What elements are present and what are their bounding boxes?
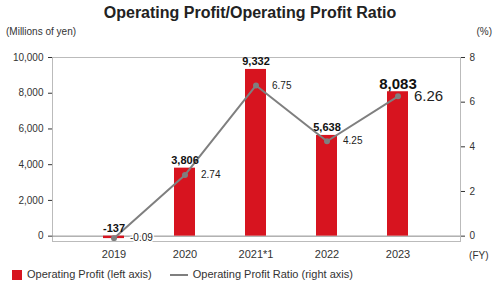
svg-text:10,000: 10,000 [13, 52, 44, 63]
svg-text:-0.09: -0.09 [130, 232, 153, 243]
html-text:Operating Profit (left axis): Operating Profit (left axis) [27, 268, 152, 280]
svg-text:5,638: 5,638 [313, 121, 341, 133]
svg-text:2021*1: 2021*1 [239, 248, 274, 260]
svg-text:4: 4 [470, 141, 476, 152]
svg-text:2023: 2023 [386, 248, 410, 260]
svg-text:6: 6 [470, 96, 476, 107]
svg-text:3,806: 3,806 [171, 154, 199, 166]
svg-text:6.75: 6.75 [272, 80, 292, 91]
svg-text:6,000: 6,000 [18, 123, 43, 134]
svg-text:2,000: 2,000 [18, 195, 43, 206]
html-text:(Millions of yen): (Millions of yen) [6, 26, 76, 37]
svg-text:8: 8 [470, 52, 476, 63]
svg-text:-137: -137 [103, 222, 125, 234]
svg-text:4,000: 4,000 [18, 159, 43, 170]
svg-text:2.74: 2.74 [201, 169, 221, 180]
svg-text:2019: 2019 [102, 248, 126, 260]
svg-text:8,000: 8,000 [18, 87, 43, 98]
svg-text:4.25: 4.25 [343, 135, 363, 146]
svg-text:2020: 2020 [173, 248, 197, 260]
html-text:Operating Profit Ratio (right: Operating Profit Ratio (right axis) [192, 268, 353, 280]
svg-text:0: 0 [470, 230, 476, 241]
svg-text:2022: 2022 [315, 248, 339, 260]
html-text:Operating Profit/Operating Pro: Operating Profit/Operating Profit Ratio [103, 4, 397, 21]
svg-text:(FY): (FY) [469, 250, 488, 261]
svg-text:0: 0 [38, 230, 44, 241]
svg-text:9,332: 9,332 [242, 55, 270, 67]
svg-text:2: 2 [470, 186, 476, 197]
svg-text:8,083: 8,083 [379, 75, 417, 92]
svg-text:6.26: 6.26 [414, 87, 443, 104]
